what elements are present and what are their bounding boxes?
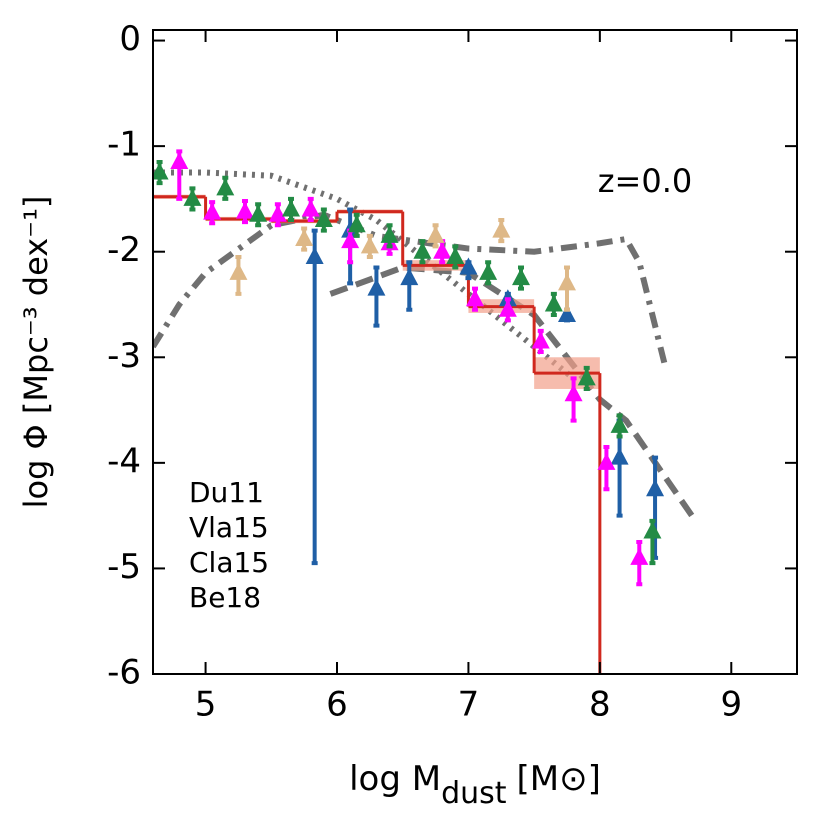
x-label-unit: [M⊙] [517, 759, 601, 799]
data-point [314, 210, 333, 228]
y-tick-label: -4 [107, 441, 141, 481]
data-point [170, 151, 189, 169]
model-curve [153, 169, 576, 381]
data-point [216, 178, 235, 196]
data-point [446, 246, 465, 264]
data-point [282, 199, 300, 217]
data-point [153, 162, 169, 180]
y-tick-label: -6 [107, 653, 141, 693]
y-tick-label: 0 [119, 19, 141, 59]
data-point [459, 257, 478, 275]
data-point [295, 229, 314, 247]
data-point [249, 204, 268, 222]
y-axis-label: log Φ [Mpc⁻³ dex⁻¹] [17, 196, 55, 509]
x-tick-label: 7 [458, 685, 480, 725]
x-tick-label: 9 [720, 685, 742, 725]
x-tick-label: 5 [195, 685, 217, 725]
data-point [610, 447, 629, 465]
data-point [646, 479, 665, 497]
model-curve [153, 211, 669, 369]
data-point [597, 452, 616, 470]
data-point [305, 246, 324, 264]
data-point [630, 547, 649, 565]
data-point [558, 305, 576, 323]
data-point [564, 384, 583, 402]
y-tick-label: -3 [107, 336, 141, 376]
data-point [558, 273, 576, 291]
data-point [512, 268, 530, 286]
data-point [643, 521, 662, 539]
y-tick-label: -2 [107, 230, 141, 270]
data-point [492, 220, 511, 238]
y-tick-label: -1 [107, 125, 141, 165]
data-point [360, 236, 379, 254]
data-point [183, 188, 202, 206]
legend-label: Vla15 [189, 511, 269, 544]
data-point [268, 204, 287, 222]
data-point [236, 201, 254, 219]
data-point [433, 241, 452, 259]
legend-label: Du11 [189, 476, 264, 509]
data-point [479, 262, 498, 280]
plot-frame [152, 29, 798, 675]
data-point [498, 299, 517, 317]
error-bar [373, 265, 380, 328]
data-point [413, 241, 432, 259]
data-point [544, 294, 563, 312]
legend-label: Be18 [189, 581, 261, 614]
data-point [466, 289, 484, 307]
data-point [380, 225, 399, 243]
x-tick-label: 6 [326, 685, 348, 725]
y-tick-label: -5 [107, 547, 141, 587]
data-point [229, 262, 248, 280]
data-point [301, 199, 320, 217]
error-bar [311, 228, 318, 566]
legend-label: Cla15 [189, 546, 269, 579]
x-axis-label: log Mdust [M⊙] [349, 759, 601, 811]
annotation: z=0.0 [598, 162, 693, 200]
data-point [347, 215, 366, 233]
data-point [610, 415, 629, 433]
plot-area [153, 149, 695, 674]
data-point [341, 231, 360, 249]
data-point [203, 202, 222, 220]
x-label-base: log M [349, 759, 441, 799]
data-point [400, 268, 419, 286]
data-point [367, 278, 386, 296]
x-tick-label: 8 [589, 685, 611, 725]
data-point [577, 368, 596, 386]
data-point [531, 331, 550, 349]
data-point [426, 225, 445, 243]
x-label-sub: dust [441, 776, 507, 811]
